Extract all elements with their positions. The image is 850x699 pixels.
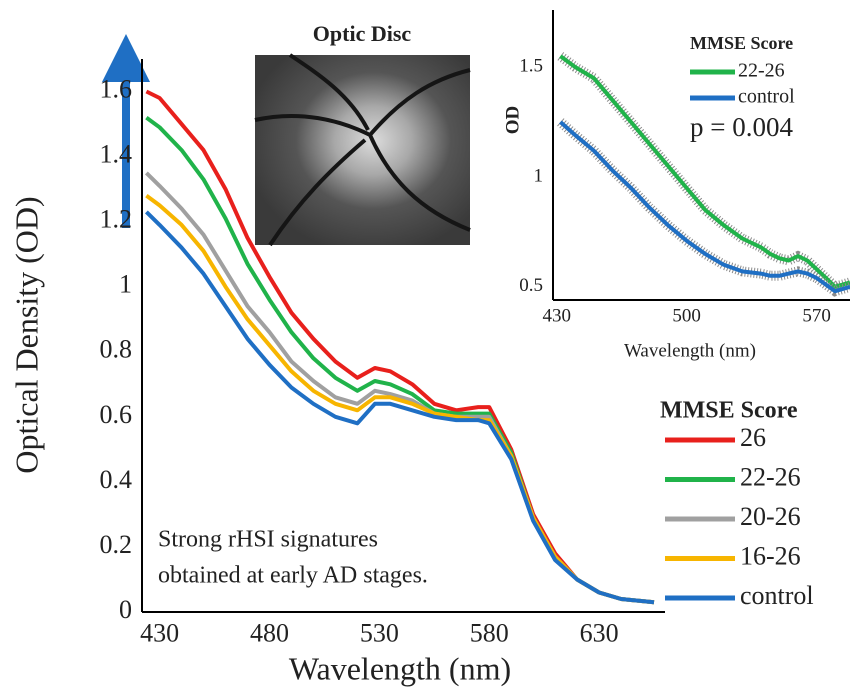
image-title: Optic Disc (313, 21, 412, 46)
series-line (559, 120, 850, 294)
x-axis-label: Wavelength (nm) (624, 340, 756, 361)
series-line (144, 210, 655, 605)
series-line (559, 54, 850, 289)
y-tick-label: 1.5 (519, 55, 543, 76)
y-axis-label: Optical Density (OD) (8, 196, 44, 473)
y-tick-label: 0.4 (100, 465, 133, 494)
x-tick-label: 430 (542, 305, 571, 326)
y-tick-label: 1.4 (100, 140, 133, 169)
legend-label: 26 (740, 423, 766, 452)
y-tick-label: 0.2 (100, 530, 133, 559)
legend-title: MMSE Score (660, 398, 798, 424)
y-tick-label: 0 (119, 595, 132, 624)
y-tick-label: 0.5 (519, 275, 543, 296)
x-tick-label: 630 (580, 618, 619, 647)
y-tick-label: 1.6 (100, 74, 133, 103)
annotation: p = 0.004 (690, 112, 793, 142)
y-tick-label: 1.2 (100, 205, 133, 234)
y-tick-label: 1 (534, 165, 544, 186)
legend-label: 22-26 (740, 462, 801, 491)
legend-label: control (740, 581, 814, 610)
y-axis-label: OD (502, 106, 523, 135)
legend-title: MMSE Score (690, 33, 793, 53)
legend-label: 22-26 (738, 60, 785, 82)
y-tick-label: 1 (119, 270, 132, 299)
x-tick-label: 480 (250, 618, 289, 647)
annotation: obtained at early AD stages. (158, 563, 428, 589)
legend-label: 20-26 (740, 502, 801, 531)
y-tick-label: 0.6 (100, 400, 133, 429)
x-tick-label: 580 (470, 618, 509, 647)
y-tick-label: 0.8 (100, 335, 133, 364)
annotation: Strong rHSI signatures (158, 527, 378, 553)
x-tick-label: 530 (360, 618, 399, 647)
legend-label: control (738, 86, 795, 108)
legend-label: 16-26 (740, 541, 801, 570)
x-axis-label: Wavelength (nm) (289, 650, 511, 686)
x-tick-label: 430 (140, 618, 179, 647)
x-tick-label: 570 (802, 305, 831, 326)
fundus-image (254, 53, 471, 247)
x-tick-label: 500 (672, 305, 701, 326)
